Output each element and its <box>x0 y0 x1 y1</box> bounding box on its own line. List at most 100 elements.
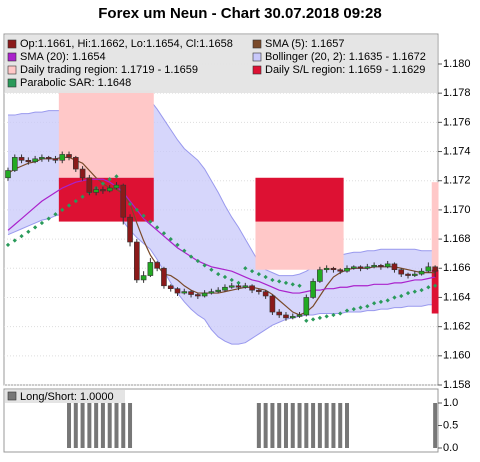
candle-body <box>188 291 194 295</box>
indicator-bar <box>256 403 261 448</box>
candle-body <box>323 267 330 271</box>
candle-body <box>364 266 371 269</box>
candle-body <box>411 273 418 276</box>
candle-body <box>45 157 52 160</box>
sar-dot <box>229 277 234 283</box>
sar-dot <box>297 283 302 288</box>
sar-dot <box>419 288 424 293</box>
y-tick-label: 0.0 <box>443 442 458 454</box>
y-tick-label: 1.168 <box>443 233 471 245</box>
candle-body <box>113 184 120 189</box>
candle-body <box>276 311 283 316</box>
candle-body <box>344 267 350 272</box>
indicator-bar <box>290 403 295 448</box>
legend-swatch <box>7 391 17 401</box>
sar-dot <box>283 280 289 285</box>
sar-dot <box>107 177 112 182</box>
candle-body <box>140 275 147 281</box>
candle-body <box>303 297 310 316</box>
sar-dot <box>412 289 417 294</box>
candle-body <box>5 170 11 179</box>
sar-dot <box>127 201 133 207</box>
candle-body <box>262 291 269 297</box>
legend-label: Op:1.1661, Hi:1.1662, Lo:1.1654, Cl:1.16… <box>20 38 233 50</box>
sar-dot <box>39 220 45 226</box>
sar-dot <box>243 266 248 271</box>
candle-body <box>59 154 66 161</box>
legend-label: Daily trading region: 1.1719 - 1.1659 <box>20 64 198 76</box>
sar-dot <box>392 295 397 300</box>
sar-dot <box>365 304 370 309</box>
indicator-bar <box>283 403 288 448</box>
indicator-line <box>7 156 436 316</box>
candle-body <box>86 177 93 193</box>
sar-dot <box>310 317 316 322</box>
legend-swatch <box>7 65 17 75</box>
legend-swatch <box>252 39 262 49</box>
legend-label: Bollinger (20, 2): 1.1635 - 1.1672 <box>265 51 426 63</box>
candle-body <box>25 159 32 163</box>
sar-dot <box>358 305 363 310</box>
candle-body <box>11 157 18 171</box>
sar-dot <box>216 271 221 277</box>
candle-body <box>147 262 154 276</box>
indicator-bar <box>107 403 112 448</box>
candle-body <box>425 266 432 272</box>
candle-body <box>296 314 303 317</box>
candle-body <box>127 216 133 243</box>
indicator-panel: 0.0 0.5 1.0 Long/Short: 1.0000 <box>3 388 458 454</box>
sar-dot <box>80 194 85 199</box>
candle-body <box>73 157 79 170</box>
sar-dot <box>256 271 261 277</box>
sar-dot <box>378 299 384 304</box>
candle-body <box>201 292 208 297</box>
legend-background <box>5 35 437 93</box>
y-tick-label: 1.160 <box>443 350 471 362</box>
y-tick-label: 0.5 <box>443 419 458 431</box>
sar-dot <box>371 301 377 306</box>
legend-swatch <box>252 52 262 62</box>
candle-body <box>378 265 384 268</box>
sar-dot <box>405 290 411 296</box>
legend-swatch <box>7 78 17 88</box>
sar-dot <box>188 254 194 259</box>
indicator-bar <box>114 403 119 448</box>
legend-background <box>5 390 125 403</box>
candle-body <box>283 314 289 319</box>
candle-body <box>398 269 405 275</box>
sar-dot <box>263 274 268 280</box>
y-tick-label: 1.172 <box>443 175 471 187</box>
sar-dot <box>344 308 350 313</box>
candle-body <box>235 285 242 288</box>
candle-body <box>79 168 86 179</box>
indicator-bar <box>87 403 92 448</box>
candle-body <box>249 285 255 291</box>
legend-label: SMA (20): 1.1654 <box>20 51 106 63</box>
sar-dot <box>60 207 65 213</box>
candle-body <box>208 291 215 294</box>
y-tick-label: 1.164 <box>443 291 471 303</box>
candle-body <box>391 263 398 271</box>
indicator-line <box>7 178 436 294</box>
sar-dot <box>5 242 11 248</box>
indicator-bar <box>317 403 322 448</box>
sar-dot <box>46 216 51 221</box>
candle-body <box>52 158 59 161</box>
sar-dot <box>195 258 200 264</box>
candle-body <box>174 288 181 294</box>
trading-region <box>431 182 439 270</box>
candle-body <box>384 263 391 268</box>
sar-dot <box>399 293 404 299</box>
sar-dot <box>12 238 17 243</box>
candle-body <box>167 285 174 289</box>
sar-dot <box>433 283 438 288</box>
sar-dot <box>385 298 390 303</box>
indicator-bar <box>121 403 126 448</box>
indicator-bar <box>345 403 349 448</box>
sar-dot <box>134 207 139 213</box>
sar-dot <box>53 212 58 217</box>
candle-body <box>120 184 127 218</box>
candle-body <box>310 281 316 298</box>
indicator-bar <box>100 403 105 448</box>
